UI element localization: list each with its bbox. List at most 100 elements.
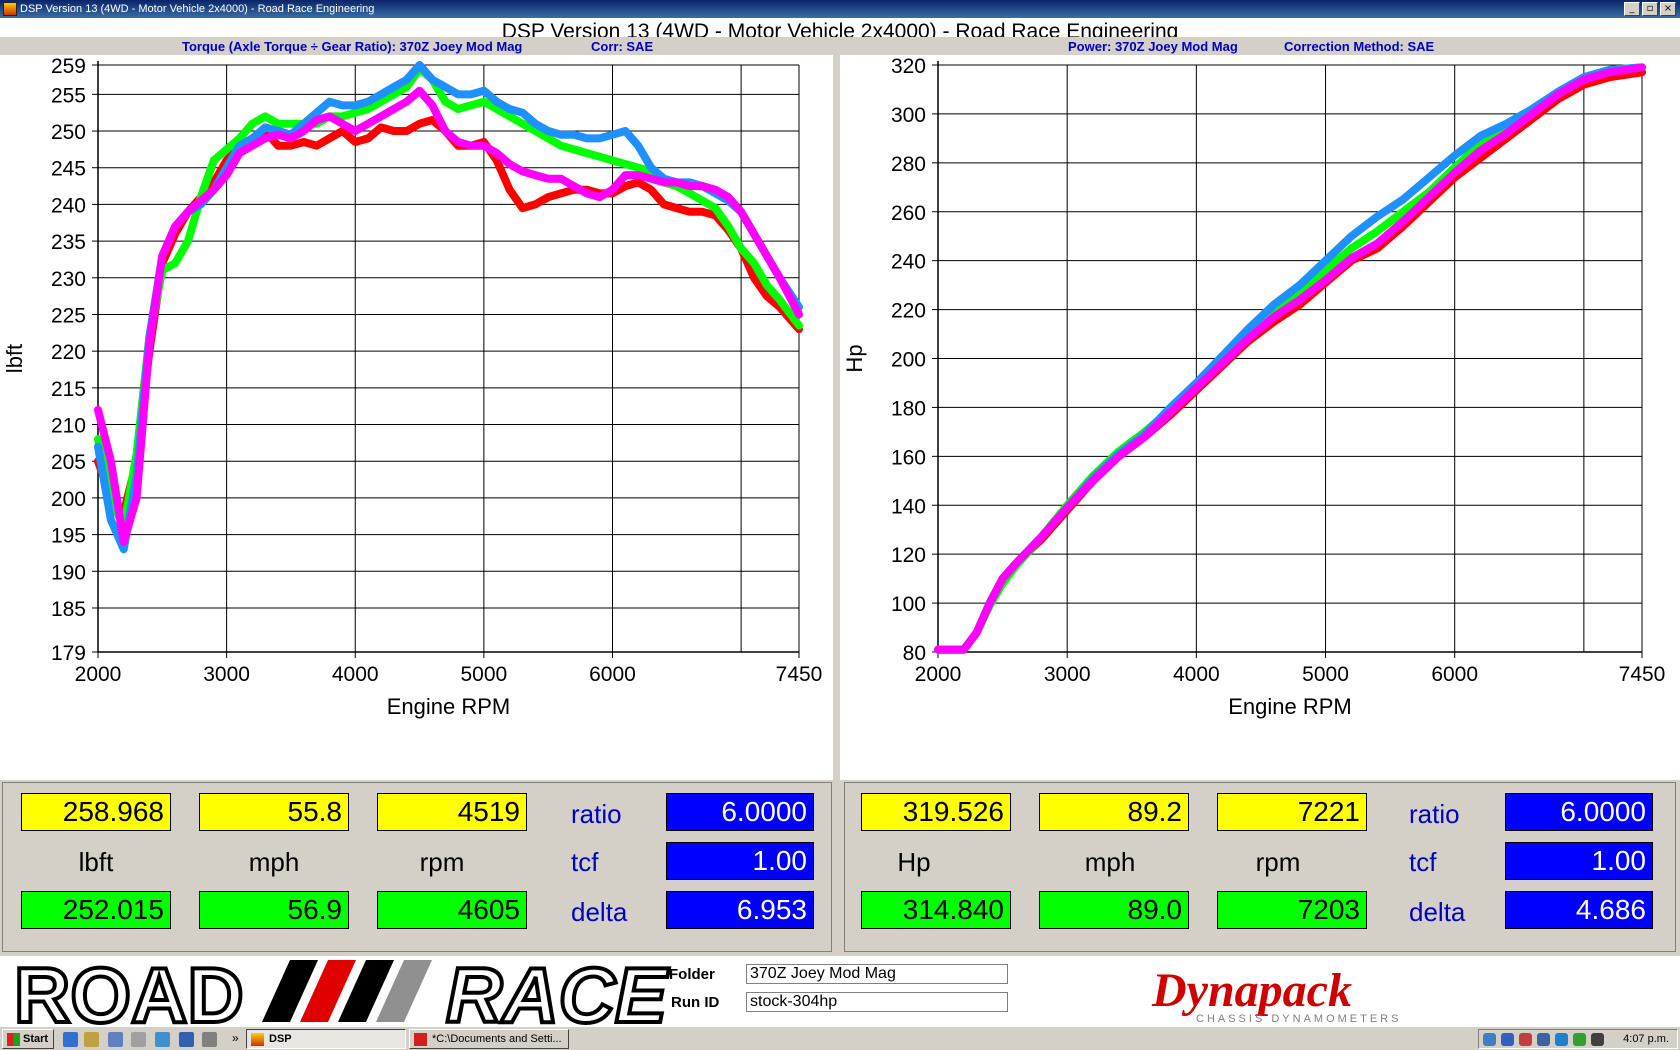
quicklaunch-chevron-icon[interactable]: »	[232, 1031, 239, 1045]
torque-ytick-label: 200	[51, 488, 86, 511]
torque-xtick-label: 5000	[461, 663, 508, 686]
search-icon[interactable]	[202, 1032, 217, 1047]
folder-icon[interactable]	[84, 1032, 99, 1047]
power-ytick-label: 100	[891, 593, 926, 616]
tray-update-icon[interactable]	[1555, 1033, 1568, 1046]
torque-ytick-label: 230	[51, 268, 86, 291]
ie-icon[interactable]	[63, 1032, 78, 1047]
minimize-button[interactable]: _	[1624, 2, 1640, 16]
power-correction: Correction Method: SAE	[1284, 39, 1435, 54]
start-label: Start	[23, 1033, 49, 1045]
charts-svg: 179 185 190 195 200 205 210 215 220 225 230 235 240 2…	[0, 55, 1680, 780]
taskbar: Start » DSP *C:\Documents and Setti... 4…	[0, 1026, 1680, 1050]
torque-y-axis-label: lbft	[2, 344, 27, 373]
folder-label: Folder	[669, 966, 715, 983]
taskbar-documents-label: *C:\Documents and Setti...	[432, 1033, 562, 1045]
power-rpm-unit: rpm	[1255, 847, 1301, 877]
power-delta-label: delta	[1409, 897, 1466, 927]
taskbar-item-dsp[interactable]: DSP	[246, 1029, 406, 1049]
torque-ytick-label: 185	[51, 598, 86, 621]
power-subtitle: Power: 370Z Joey Mod Mag	[1068, 39, 1238, 54]
torque-rpm-unit: rpm	[419, 847, 465, 877]
subtitle-bar: Torque (Axle Torque ÷ Gear Ratio): 370Z …	[0, 37, 1680, 55]
power-ytick-label: 140	[891, 495, 926, 518]
torque-x-axis-label: Engine RPM	[387, 694, 511, 719]
torque-ytick-label: 195	[51, 525, 86, 548]
start-button[interactable]: Start	[2, 1029, 54, 1049]
windows-flag-icon	[7, 1033, 20, 1046]
torque-xtick-label: 3000	[203, 663, 250, 686]
torque-cursor-mph: 55.8	[199, 793, 349, 831]
torque-cursor-rpm: 4519	[377, 793, 527, 831]
run-id-field[interactable]: stock-304hp	[746, 992, 1008, 1012]
torque-ytick-label: 220	[51, 341, 86, 364]
torque-ytick-label: 215	[51, 378, 86, 401]
power-xtick-label: 2000	[915, 663, 962, 686]
power-cursor-mph: 89.2	[1039, 793, 1189, 831]
app-icon	[3, 2, 17, 16]
power-xtick-label: 6000	[1431, 663, 1478, 686]
tray-volume-icon[interactable]	[1573, 1033, 1586, 1046]
settings-icon[interactable]	[179, 1032, 194, 1047]
footer-graphics: ROAD RACE Dynapack CHASSIS DYNAMOMETERS	[12, 956, 1401, 1026]
torque-ytick-label: 240	[51, 194, 86, 217]
torque-xtick-label: 4000	[332, 663, 379, 686]
power-ytick-label: 80	[903, 642, 926, 665]
power-panel-bg	[840, 55, 1680, 780]
power-ytick-label: 160	[891, 446, 926, 469]
graph-title: DSP Version 13 (4WD - Motor Vehicle 2x40…	[0, 18, 1680, 38]
taskbar-item-documents[interactable]: *C:\Documents and Setti...	[409, 1029, 569, 1049]
power-cursor-rpm: 7221	[1217, 793, 1367, 831]
torque-ytick-label: 255	[51, 84, 86, 107]
power-compare-rpm: 7203	[1217, 891, 1367, 929]
torque-cursor-value: 258.968	[21, 793, 171, 831]
system-tray: 4:07 p.m.	[1478, 1029, 1678, 1049]
torque-ratio-value: 6.0000	[666, 793, 814, 831]
torque-delta-value: 6.953	[666, 891, 814, 929]
power-compare-value: 314.840	[861, 891, 1011, 929]
power-ytick-label: 280	[891, 153, 926, 176]
document-icon[interactable]	[108, 1032, 123, 1047]
power-compare-mph: 89.0	[1039, 891, 1189, 929]
power-xtick-label: 4000	[1173, 663, 1220, 686]
calculator-icon[interactable]	[131, 1032, 146, 1047]
power-ytick-label: 220	[891, 300, 926, 323]
footer: ROAD RACE Dynapack CHASSIS DYNAMOMETERS …	[0, 956, 1680, 1026]
torque-mph-unit: mph	[248, 847, 300, 877]
dynapack-logo: Dynapack	[1151, 964, 1352, 1017]
tray-security-icon[interactable]	[1519, 1033, 1532, 1046]
restore-button[interactable]: ▫	[1642, 2, 1658, 16]
torque-ytick-label: 259	[51, 55, 86, 78]
torque-tcf-value: 1.00	[666, 842, 814, 880]
torque-xtick-label: 7450	[776, 663, 823, 686]
power-x-axis-label: Engine RPM	[1228, 694, 1352, 719]
network-icon[interactable]	[155, 1032, 170, 1047]
folder-field[interactable]: 370Z Joey Mod Mag	[746, 964, 1008, 984]
torque-series-3	[94, 86, 803, 546]
race-logo-text: RACE	[446, 956, 669, 1026]
tray-bluetooth-icon[interactable]	[1501, 1033, 1514, 1046]
logo-stripe-1	[262, 960, 318, 1022]
tray-monitor-icon[interactable]	[1591, 1033, 1604, 1046]
torque-tcf-label: tcf	[571, 847, 599, 877]
power-ytick-label: 200	[891, 349, 926, 372]
close-button[interactable]: ×	[1660, 2, 1676, 16]
torque-compare-value: 252.015	[21, 891, 171, 929]
torque-ratio-label: ratio	[571, 799, 622, 829]
power-ytick-label: 300	[891, 104, 926, 127]
power-ytick-label: 260	[891, 202, 926, 225]
run-id-label: Run ID	[671, 994, 720, 1011]
power-xtick-label: 5000	[1302, 663, 1349, 686]
power-delta-value: 4.686	[1505, 891, 1653, 929]
torque-ytick-label: 225	[51, 304, 86, 327]
tray-display-icon[interactable]	[1537, 1033, 1550, 1046]
power-tcf-value: 1.00	[1505, 842, 1653, 880]
tray-network-icon[interactable]	[1483, 1033, 1496, 1046]
power-ytick-label: 240	[891, 251, 926, 274]
power-ytick-label: 180	[891, 397, 926, 420]
road-logo-text: ROAD	[14, 956, 244, 1026]
power-ytick-label: 320	[891, 55, 926, 78]
torque-ytick-label: 205	[51, 451, 86, 474]
window-title: DSP Version 13 (4WD - Motor Vehicle 2x40…	[20, 3, 375, 15]
dynapack-tagline: CHASSIS DYNAMOMETERS	[1196, 1013, 1401, 1025]
